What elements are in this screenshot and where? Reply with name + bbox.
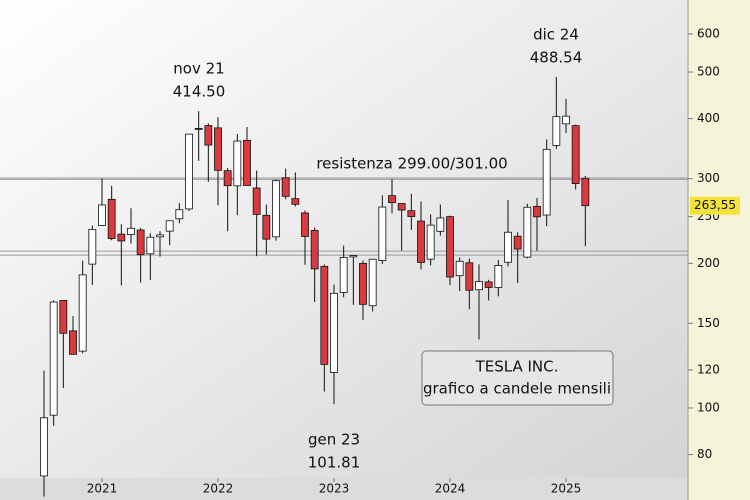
candle-body: [127, 227, 135, 235]
candle-body: [204, 125, 213, 146]
candle-body: [533, 205, 541, 218]
candle-body: [272, 180, 280, 238]
candle-body: [523, 206, 532, 258]
candle-body: [156, 234, 164, 238]
candle-body: [504, 231, 512, 263]
candle-body: [233, 140, 242, 187]
candle-body: [368, 258, 377, 307]
candle-body: [252, 187, 261, 215]
y-tick-label: 150: [697, 316, 720, 330]
x-axis-panel: [0, 478, 688, 500]
y-tick-label: 80: [697, 447, 712, 461]
candle-body: [349, 255, 358, 258]
box-subtitle: grafico a candele mensili: [423, 380, 611, 398]
candle-body: [194, 127, 203, 130]
candle-body: [243, 139, 251, 186]
candle-body: [475, 281, 483, 291]
y-tick-label: 100: [697, 400, 720, 414]
candle-body: [310, 230, 319, 270]
candle-body: [117, 233, 126, 242]
candle-body: [49, 301, 58, 416]
y-tick-label: 500: [697, 65, 720, 79]
candle-body: [359, 262, 367, 305]
candle-body: [378, 206, 387, 261]
y-tick-label: 120: [697, 362, 720, 376]
candle-body: [107, 198, 116, 239]
candle-body: [291, 198, 300, 205]
candle-body: [301, 212, 309, 237]
candle-body: [571, 125, 580, 184]
candle-body: [165, 220, 174, 232]
candle-body: [446, 216, 454, 278]
annotation-value: 488.54: [530, 48, 583, 66]
candle-body: [98, 204, 106, 226]
candle-body: [40, 417, 48, 477]
resistance-label: resistenza 299.00/301.00: [316, 154, 507, 172]
candle-body: [136, 229, 145, 256]
x-tick-label: 2021: [87, 482, 118, 496]
candle-body: [339, 257, 348, 293]
candle-body: [223, 170, 232, 187]
last-price-label: 263,55: [694, 198, 736, 212]
x-tick-label: 2024: [435, 482, 466, 496]
candle-body: [581, 178, 590, 207]
candle-body: [281, 177, 290, 197]
last-price-tag: [690, 196, 740, 215]
candle-body: [146, 236, 155, 255]
y-tick-label: 400: [697, 111, 720, 125]
annotation-date: dic 24: [533, 25, 579, 43]
info-box: [421, 350, 614, 406]
candle-body: [59, 300, 68, 334]
candle-body: [552, 116, 561, 146]
candle-body: [426, 224, 435, 260]
candle-body: [542, 148, 551, 216]
y-tick-label: 300: [697, 171, 720, 185]
candle-body: [330, 292, 338, 373]
candle-body: [388, 195, 396, 204]
candle-body: [88, 229, 97, 265]
x-tick-label: 2022: [203, 482, 234, 496]
candle-body: [69, 330, 77, 355]
candle-body: [513, 235, 522, 250]
candle-body: [214, 127, 222, 171]
candle-body: [494, 265, 503, 288]
y-tick-label: 200: [697, 256, 720, 270]
annotation-date: nov 21: [173, 60, 224, 78]
y-axis-panel: [688, 0, 750, 500]
annotation-value: 414.50: [173, 83, 226, 101]
candle-body: [185, 133, 193, 210]
annotation-value: 101.81: [308, 454, 361, 472]
plot-area: [0, 0, 688, 478]
x-tick-label: 2025: [551, 482, 582, 496]
candle-body: [407, 210, 416, 217]
candle-body: [436, 217, 445, 232]
candle-body: [562, 115, 570, 125]
candle-body: [78, 274, 87, 352]
candle-body: [175, 209, 184, 220]
candle-body: [397, 203, 406, 211]
candle-body: [262, 214, 271, 240]
y-tick-label: 600: [697, 26, 720, 40]
candle-body: [465, 262, 474, 291]
candle-body: [320, 265, 329, 365]
candle-body: [484, 281, 493, 288]
box-title: TESLA INC.: [475, 358, 559, 376]
x-tick-label: 2023: [319, 482, 350, 496]
candle-body: [455, 260, 464, 277]
candle-body: [417, 220, 425, 263]
annotation-date: gen 23: [308, 431, 360, 449]
